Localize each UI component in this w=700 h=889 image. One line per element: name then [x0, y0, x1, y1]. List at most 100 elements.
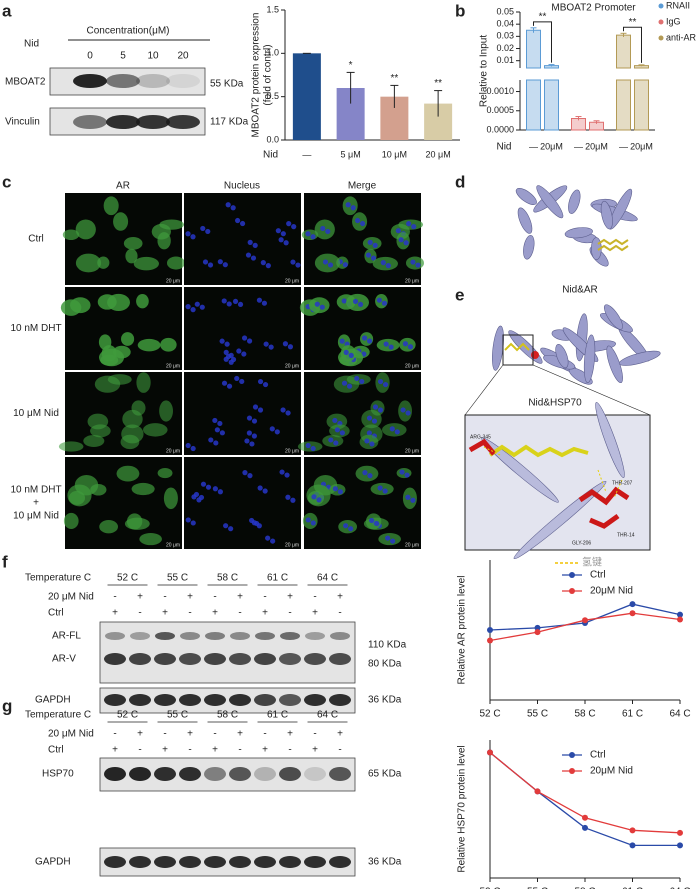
band [279, 856, 301, 868]
size-label: 117 KDa [210, 117, 249, 128]
treatment-label: 20 μM Nid [48, 729, 94, 740]
y-axis-title: Relative to Input [479, 35, 490, 107]
nucleus [200, 225, 206, 232]
nucleus [217, 259, 223, 265]
nucleus [374, 520, 380, 527]
nucleus [283, 240, 289, 246]
blot-header: Concentration(μM) [86, 26, 169, 37]
cell [157, 467, 173, 479]
panel-letter: d [455, 172, 465, 191]
band [129, 653, 151, 665]
band [106, 115, 140, 129]
y-tick-label: 0.0005 [486, 105, 514, 115]
x-tick-label: — [302, 149, 311, 159]
nucleus [191, 494, 197, 500]
legend-label: anti-AR [666, 32, 697, 42]
row-label: Ctrl [28, 234, 44, 245]
cell [63, 512, 79, 530]
significance: ** [390, 73, 398, 84]
treatment-sign: + [112, 608, 118, 619]
band [166, 74, 200, 88]
cell [163, 487, 178, 510]
cell [157, 232, 171, 250]
ligand [597, 238, 629, 252]
nucleus [285, 410, 291, 416]
micrograph [62, 193, 186, 285]
point [487, 627, 493, 633]
band [279, 694, 301, 706]
nucleus [228, 526, 234, 532]
zoom-line [464, 364, 504, 416]
nucleus [225, 202, 231, 208]
legend-marker [569, 572, 575, 578]
treatment-sign: + [187, 729, 193, 740]
nucleus [291, 224, 297, 230]
nucleus [185, 304, 191, 310]
band [129, 694, 151, 706]
nucleus [342, 262, 348, 268]
cell [116, 465, 140, 482]
y-tick-label: 0.05 [496, 6, 514, 16]
y-tick-label: 0.0010 [486, 86, 514, 96]
nucleus [305, 442, 311, 449]
nucleus [269, 426, 275, 432]
nucleus [406, 221, 412, 227]
nucleus [234, 217, 241, 224]
band [229, 856, 251, 868]
nucleus [245, 252, 252, 258]
row-label: 10 μM Nid [13, 511, 59, 522]
nucleus [345, 202, 351, 208]
band [254, 767, 276, 781]
nucleus [199, 304, 205, 310]
point [534, 629, 541, 636]
significance: ** [539, 11, 547, 22]
nucleus [404, 472, 410, 478]
band [179, 694, 201, 706]
point [487, 637, 493, 644]
nucleus [241, 335, 248, 341]
significance-bracket [623, 26, 642, 63]
nucleus [311, 494, 317, 500]
band [154, 694, 176, 706]
cell [159, 219, 185, 230]
nucleus [202, 259, 209, 265]
y-axis-title: Relative HSP70 protein level [457, 745, 468, 872]
nucleus [377, 485, 383, 491]
nucleus [249, 517, 255, 524]
size-label: 110 KDa [368, 640, 407, 651]
caption: Nid&HSP70 [528, 398, 582, 409]
band [329, 856, 351, 868]
scale-bar: 20 μm [166, 542, 180, 548]
nucleus [316, 497, 322, 503]
x-tick-label: 61 C [622, 887, 643, 889]
y-axis-title: Relative AR protein level [457, 576, 468, 685]
cell [70, 297, 91, 314]
nucleus [377, 378, 384, 385]
x-tick-label: 5 μM [341, 149, 361, 159]
treatment-sign: + [237, 592, 243, 603]
nucleus [190, 234, 196, 240]
cell [139, 533, 162, 546]
cell [58, 441, 84, 452]
point [677, 829, 683, 836]
nucleus [332, 486, 338, 492]
treatment-sign: + [137, 592, 143, 603]
band [280, 632, 300, 640]
band [255, 632, 275, 640]
nucleus [339, 430, 345, 436]
cell [137, 338, 161, 352]
point [487, 749, 493, 756]
micrograph [184, 193, 301, 285]
point [534, 788, 541, 795]
nucleus [332, 417, 338, 424]
band [204, 856, 226, 868]
treatment-sign: - [188, 608, 191, 619]
scale-bar: 20 μm [285, 542, 299, 548]
band [330, 632, 350, 640]
cell [99, 520, 119, 534]
nucleus [194, 301, 200, 307]
helix [600, 200, 613, 230]
nucleus [366, 430, 372, 436]
nucleus [346, 383, 353, 389]
x-tick-label: 52 C [479, 887, 500, 889]
